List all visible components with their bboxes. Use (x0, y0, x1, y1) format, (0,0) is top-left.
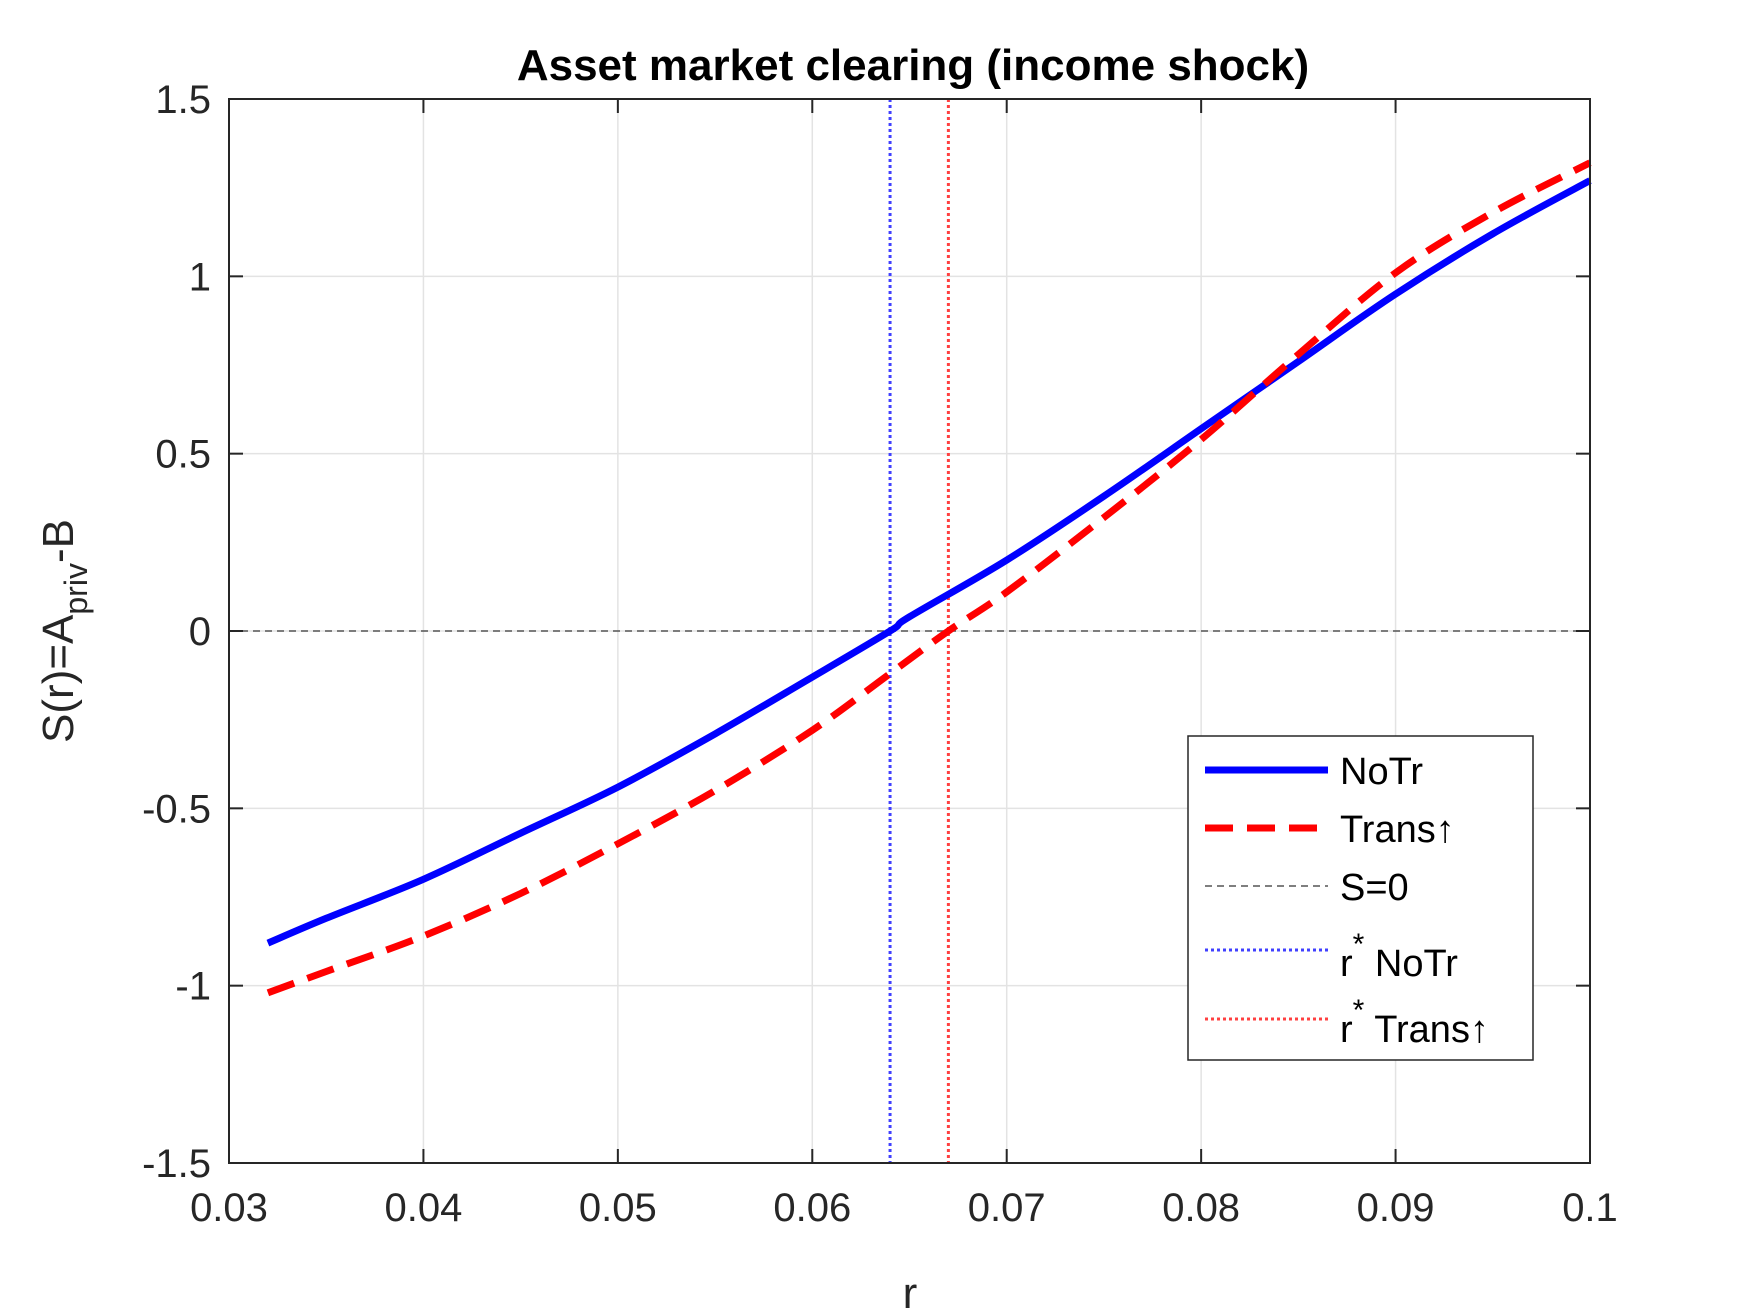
legend-label-s0: S=0 (1340, 867, 1409, 909)
x-tick-label: 0.08 (1162, 1186, 1240, 1230)
y-axis-label-suffix: -B (34, 519, 83, 563)
y-tick-label: -0.5 (142, 787, 211, 831)
x-axis-label: r (903, 1269, 918, 1313)
x-tick-label: 0.07 (968, 1186, 1046, 1230)
y-tick-label: 1 (189, 255, 211, 299)
x-tick-label: 0.05 (579, 1186, 657, 1230)
y-axis-label-main: S(r)=A (34, 614, 83, 743)
reference-lines (229, 99, 1590, 1163)
y-tick-label: 0.5 (155, 433, 211, 477)
y-axis-label: S(r)=Apriv-B (34, 519, 94, 743)
y-tick-label: 1.5 (155, 78, 211, 122)
series-lines (266, 159, 1592, 997)
x-tick-label: 0.06 (773, 1186, 851, 1230)
x-tick-label: 0.03 (190, 1186, 268, 1230)
x-tick-label: 0.1 (1562, 1186, 1618, 1230)
y-axis-label-subscript: priv (58, 563, 94, 615)
y-tick-label: -1.5 (142, 1142, 211, 1186)
legend-label-notr: NoTr (1340, 751, 1423, 793)
y-tick-label: 0 (189, 610, 211, 654)
legend-box (1187, 735, 1534, 1061)
legend-label-rstar-notr: r* NoTr (1340, 928, 1458, 985)
x-tick-label: 0.09 (1357, 1186, 1435, 1230)
x-tick-label: 0.04 (384, 1186, 462, 1230)
ticks: 0.03 0.04 0.05 0.06 0.07 0.08 0.09 0.1 -1.5 -1 -0.… (142, 78, 1618, 1230)
legend: NoTr Trans↑ S=0 r* NoTr r* Trans↑ (1187, 735, 1534, 1061)
legend-label-rstar-trans: r* Trans↑ (1340, 994, 1489, 1051)
series-line-notr (266, 177, 1592, 947)
legend-label-trans: Trans↑ (1340, 809, 1455, 851)
series-line-trans (266, 159, 1592, 997)
y-tick-label: -1 (175, 965, 211, 1009)
chart-title: Asset market clearing (income shock) (517, 41, 1309, 90)
